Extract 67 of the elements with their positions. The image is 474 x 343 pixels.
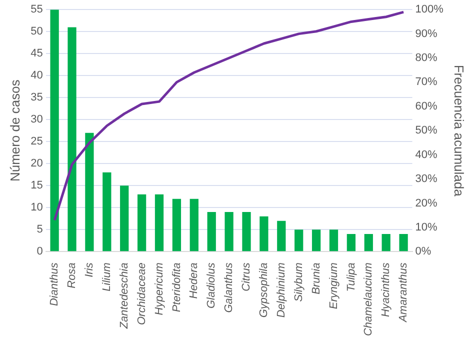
y-tick-label: 15 <box>30 180 43 192</box>
bar <box>277 220 286 252</box>
bar <box>260 216 268 252</box>
x-tick-label: Lilium <box>100 262 113 292</box>
y2-tick-label: 50% <box>415 124 438 137</box>
x-tick-label: Eryngium <box>328 262 340 310</box>
y-axis-title: Número de casos <box>7 79 22 182</box>
y2-tick-label: 40% <box>415 148 438 161</box>
y-tick-label: 10 <box>30 202 43 214</box>
bar <box>172 198 182 252</box>
bar <box>68 27 76 252</box>
y2-tick-label: 70% <box>415 76 438 88</box>
y2-tick-label: 30% <box>415 173 438 186</box>
x-tick-label: Zantedeschia <box>118 262 130 330</box>
y2-tick-label: 60% <box>415 100 438 112</box>
y2-tick-label: 20% <box>415 197 438 210</box>
bar <box>364 234 373 252</box>
y2-tick-label: 100% <box>415 4 444 16</box>
x-tick-label: Hypericum <box>153 262 166 316</box>
bar <box>399 234 408 252</box>
y-tick-label: 45 <box>30 48 43 60</box>
y-tick-label: 30 <box>30 114 43 126</box>
bar <box>312 230 321 252</box>
bar <box>294 230 304 252</box>
x-tick-label: Gypsophila <box>258 262 270 318</box>
bar <box>50 10 59 252</box>
y-tick-label: 35 <box>30 92 43 104</box>
y-tick-label: 20 <box>30 158 43 170</box>
x-tick-label: Brunia <box>310 262 322 294</box>
bar <box>207 212 216 252</box>
y-tick-label: 55 <box>30 4 43 16</box>
bar <box>329 230 338 252</box>
x-tick-label: Pteridofita <box>170 262 183 312</box>
bar <box>242 212 251 252</box>
bar <box>346 234 356 252</box>
y-tick-label: 0 <box>36 246 43 258</box>
bar <box>120 186 129 252</box>
x-tick-label: Dianthus <box>48 262 61 306</box>
bar <box>382 234 390 252</box>
y2-tick-label: 0% <box>415 246 432 258</box>
bar <box>137 194 146 252</box>
y-tick-label: 25 <box>30 136 43 148</box>
y-tick-label: 5 <box>36 224 43 236</box>
x-tick-label: Amaranthus <box>398 262 410 323</box>
x-tick-label: Chamelaucium <box>362 262 375 336</box>
x-tick-label: Tulipa <box>345 262 358 292</box>
bar <box>224 212 234 252</box>
y2-tick-label: 80% <box>415 52 438 64</box>
y2-tick-label: 10% <box>415 221 438 234</box>
y2-axis-title: Frecuencia acumulada <box>452 64 467 198</box>
y-tick-label: 40 <box>30 70 43 82</box>
x-tick-label: Galanthus <box>223 262 236 313</box>
x-tick-label: Hedera <box>188 262 200 299</box>
bar <box>85 132 94 252</box>
x-tick-label: Delphinium <box>275 262 288 318</box>
x-tick-label: Iris <box>84 262 96 278</box>
bar <box>102 172 112 252</box>
x-tick-label: Gladiolus <box>206 262 218 308</box>
bar <box>190 198 198 252</box>
x-tick-label: Orchidaceae <box>136 262 148 326</box>
y-tick-label: 50 <box>30 26 43 38</box>
x-tick-label: Silybum <box>292 262 305 302</box>
bar <box>154 194 164 252</box>
x-tick-label: Hyacinthus <box>380 262 392 318</box>
x-tick-label: Rosa <box>66 262 78 288</box>
y2-tick-label: 90% <box>415 28 438 40</box>
x-tick-label: Citrus <box>240 262 253 292</box>
